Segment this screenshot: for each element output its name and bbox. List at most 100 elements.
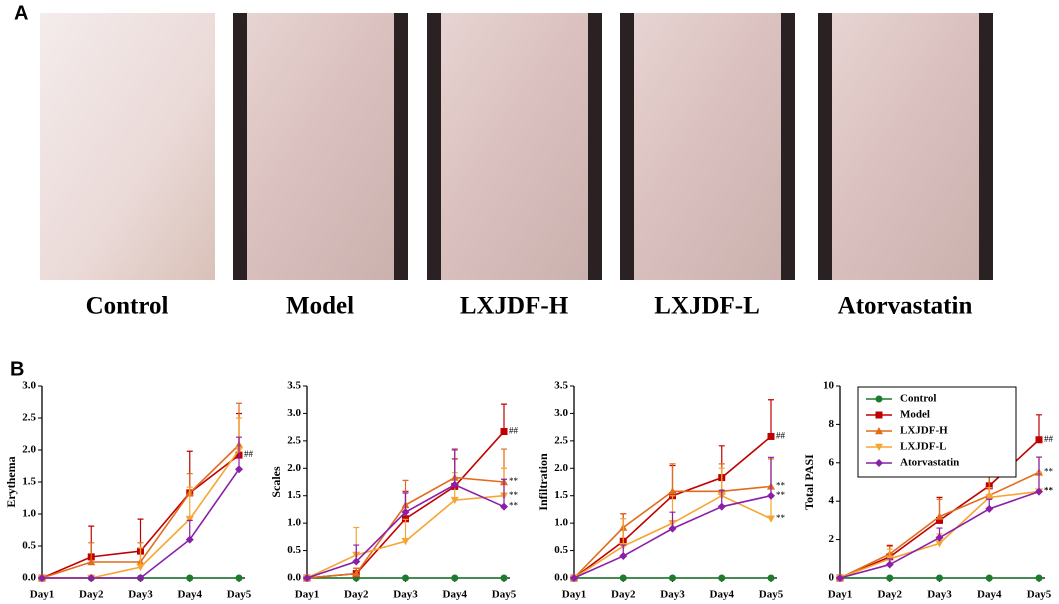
y-tick-label: 0.5 bbox=[22, 540, 36, 552]
x-tick-label: Day3 bbox=[393, 589, 418, 601]
y-tick-label: 1.5 bbox=[554, 489, 568, 501]
x-tick-label: Day5 bbox=[759, 589, 784, 601]
legend-label: LXJDF-H bbox=[900, 425, 948, 437]
marker bbox=[1035, 574, 1043, 582]
y-tick-label: 0.5 bbox=[287, 544, 301, 556]
photo-edge bbox=[620, 13, 634, 280]
annotation: ## bbox=[776, 431, 786, 441]
x-tick-label: Day1 bbox=[30, 589, 54, 601]
photo-edge bbox=[818, 13, 832, 280]
error-bar bbox=[186, 486, 193, 520]
y-tick-label: 1.5 bbox=[287, 489, 301, 501]
marker bbox=[500, 502, 508, 511]
y-tick-label: 2.0 bbox=[22, 444, 36, 456]
marker bbox=[500, 574, 508, 582]
y-tick-label: 2.5 bbox=[554, 434, 568, 446]
panel-label: A bbox=[14, 2, 28, 24]
marker bbox=[1035, 436, 1043, 444]
panel-label: B bbox=[10, 358, 24, 380]
marker bbox=[450, 496, 459, 505]
marker bbox=[836, 574, 844, 582]
marker bbox=[235, 465, 243, 474]
error-bar bbox=[501, 403, 507, 432]
marker bbox=[451, 574, 459, 582]
photo-edge bbox=[427, 13, 441, 280]
y-axis-label: Infiltration bbox=[536, 453, 550, 511]
y-tick-label: 0.0 bbox=[287, 572, 301, 584]
marker bbox=[936, 516, 943, 524]
marker bbox=[186, 574, 194, 582]
marker bbox=[570, 574, 578, 582]
photo-caption: LXJDF-L bbox=[654, 293, 760, 320]
error-bar bbox=[236, 436, 242, 470]
y-tick-label: 2.5 bbox=[22, 412, 36, 424]
error-bar bbox=[402, 518, 409, 542]
marker bbox=[185, 535, 194, 544]
error-bar bbox=[768, 399, 774, 437]
error-bar bbox=[768, 456, 774, 496]
marker bbox=[668, 524, 677, 533]
marker bbox=[38, 574, 46, 582]
marker bbox=[352, 557, 361, 566]
x-tick-label: Day3 bbox=[128, 589, 153, 601]
y-tick-label: 3.0 bbox=[22, 380, 36, 392]
x-tick-label: Day1 bbox=[295, 589, 319, 601]
y-axis-label: Scales bbox=[269, 466, 283, 498]
y-tick-label: 3.0 bbox=[287, 407, 301, 419]
y-tick-label: 1.0 bbox=[554, 517, 568, 529]
y-tick-label: 10 bbox=[823, 380, 835, 392]
marker bbox=[87, 558, 96, 566]
annotation: ** bbox=[776, 513, 786, 523]
y-tick-label: 1.0 bbox=[22, 508, 36, 520]
marker bbox=[402, 574, 409, 582]
x-tick-label: Day3 bbox=[660, 589, 685, 601]
annotation: ** bbox=[509, 490, 519, 500]
marker bbox=[235, 574, 243, 582]
photo-caption: Control bbox=[86, 293, 169, 320]
annotation: ** bbox=[776, 490, 786, 500]
marker bbox=[352, 569, 361, 577]
marker bbox=[136, 563, 145, 572]
photo bbox=[427, 13, 602, 280]
x-tick-label: Day2 bbox=[878, 589, 903, 601]
y-tick-label: 3.0 bbox=[554, 407, 568, 419]
y-tick-label: 4 bbox=[829, 495, 835, 507]
x-tick-label: Day5 bbox=[1027, 589, 1052, 601]
annotation: ** bbox=[509, 476, 519, 486]
legend-label: Atorvastatin bbox=[900, 457, 959, 469]
marker bbox=[185, 515, 194, 524]
annotation: ** bbox=[1044, 466, 1054, 476]
marker bbox=[450, 480, 459, 489]
marker bbox=[985, 494, 994, 502]
x-tick-label: Day1 bbox=[562, 589, 586, 601]
marker bbox=[500, 428, 508, 436]
photo bbox=[233, 13, 408, 280]
photo bbox=[818, 13, 993, 280]
marker bbox=[875, 459, 883, 467]
y-tick-label: 3.5 bbox=[554, 380, 568, 392]
photo-edge bbox=[394, 13, 408, 280]
x-tick-label: Day4 bbox=[443, 589, 468, 601]
y-tick-label: 2.0 bbox=[287, 462, 301, 474]
legend-label: Control bbox=[900, 393, 936, 405]
annotation: ## bbox=[509, 426, 519, 436]
photo-caption: Atorvastatin bbox=[838, 293, 973, 320]
marker bbox=[875, 427, 883, 435]
marker bbox=[717, 502, 726, 511]
legend-label: LXJDF-L bbox=[900, 441, 946, 453]
marker bbox=[767, 515, 775, 523]
marker bbox=[619, 552, 628, 561]
x-tick-label: Day2 bbox=[79, 589, 104, 601]
annotation: ** bbox=[776, 480, 786, 490]
legend-box bbox=[857, 386, 1017, 478]
photo-edge bbox=[781, 13, 795, 280]
marker bbox=[875, 395, 883, 403]
y-tick-label: 0.5 bbox=[554, 544, 568, 556]
marker bbox=[985, 504, 994, 513]
annotation: ## bbox=[244, 449, 254, 459]
y-tick-label: 2 bbox=[829, 533, 835, 545]
error-bar bbox=[620, 518, 627, 547]
marker bbox=[875, 411, 883, 419]
x-tick-label: Day4 bbox=[977, 589, 1002, 601]
marker bbox=[303, 574, 311, 582]
